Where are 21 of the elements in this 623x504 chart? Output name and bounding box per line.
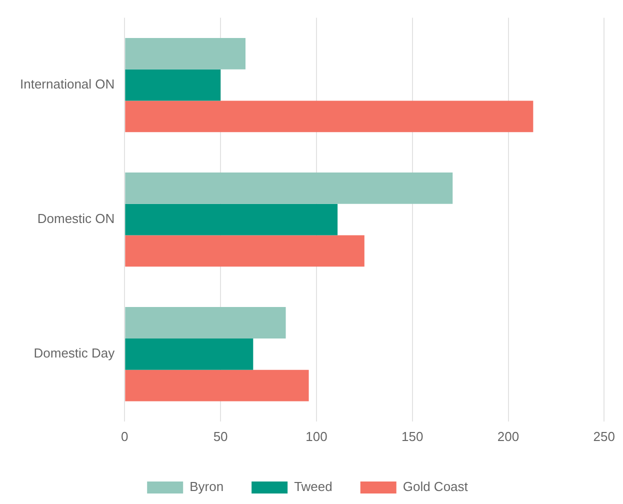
bar <box>125 370 309 402</box>
bar <box>125 100 534 132</box>
bar <box>125 204 338 236</box>
y-tick-label: Domestic ON <box>37 211 115 226</box>
y-tick-label: Domestic Day <box>34 346 116 361</box>
bar <box>125 172 453 204</box>
bar <box>125 69 221 101</box>
legend-label: Byron <box>190 479 224 494</box>
x-tick-label: 0 <box>121 428 128 444</box>
x-tick-label: 50 <box>213 428 228 444</box>
bar <box>125 338 254 370</box>
legend-label: Gold Coast <box>402 479 468 494</box>
bar <box>125 307 286 338</box>
y-tick-label: International ON <box>20 76 115 92</box>
legend-label: Tweed <box>294 479 332 494</box>
x-tick-label: 200 <box>497 428 520 444</box>
bar <box>125 38 246 70</box>
x-tick-label: 100 <box>306 428 328 444</box>
x-tick-label: 250 <box>593 428 616 444</box>
bar <box>125 235 364 267</box>
x-tick-label: 150 <box>402 428 424 444</box>
